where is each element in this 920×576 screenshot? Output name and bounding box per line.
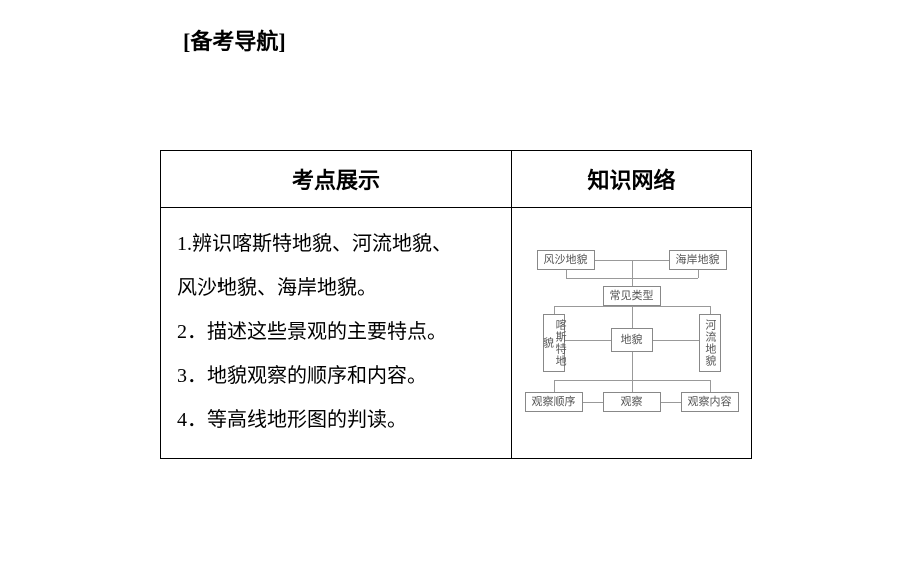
line bbox=[710, 380, 711, 392]
page-title: [备考导航] bbox=[183, 24, 286, 56]
point-4: 4．等高线地形图的判读。 bbox=[177, 398, 495, 442]
knowledge-diagram: 风沙地貌 海岸地貌 常见类型 喀斯特地貌 地貌 河流地貌 观察顺序 观察 观察内… bbox=[519, 240, 745, 426]
line bbox=[583, 402, 603, 403]
line bbox=[554, 380, 555, 392]
header-right: 知识网络 bbox=[512, 151, 752, 208]
line bbox=[653, 340, 699, 341]
line bbox=[632, 352, 633, 392]
point-1a: 1.辨识喀斯特地貌、河流地貌、 bbox=[177, 222, 495, 266]
node-fengsha: 风沙地貌 bbox=[537, 250, 595, 270]
points-cell: 1.辨识喀斯特地貌、河流地貌、 风沙地貌、海岸地貌。 2．描述这些景观的主要特点… bbox=[161, 208, 512, 459]
node-haian: 海岸地貌 bbox=[669, 250, 727, 270]
line bbox=[710, 306, 711, 314]
point-2: 2．描述这些景观的主要特点。 bbox=[177, 310, 495, 354]
line bbox=[566, 270, 567, 278]
point-3: 3．地貌观察的顺序和内容。 bbox=[177, 354, 495, 398]
line bbox=[632, 278, 698, 279]
node-kasite: 喀斯特地貌 bbox=[543, 314, 565, 372]
line bbox=[632, 306, 710, 307]
node-dimao: 地貌 bbox=[611, 328, 653, 352]
line bbox=[632, 306, 633, 328]
line bbox=[698, 270, 699, 278]
point-1b: 风沙地貌、海岸地貌。 bbox=[177, 266, 495, 310]
line bbox=[632, 380, 710, 381]
line bbox=[565, 340, 611, 341]
main-table: 考点展示 知识网络 1.辨识喀斯特地貌、河流地貌、 风沙地貌、海岸地貌。 2．描… bbox=[160, 150, 752, 459]
node-shunxu: 观察顺序 bbox=[525, 392, 583, 412]
header-left: 考点展示 bbox=[161, 151, 512, 208]
line bbox=[554, 306, 555, 314]
node-changjian: 常见类型 bbox=[603, 286, 661, 306]
line bbox=[632, 260, 633, 286]
line bbox=[554, 306, 632, 307]
node-heliu: 河流地貌 bbox=[699, 314, 721, 372]
line bbox=[554, 380, 632, 381]
line bbox=[566, 278, 632, 279]
node-neirong: 观察内容 bbox=[681, 392, 739, 412]
line bbox=[661, 402, 681, 403]
diagram-cell: 风沙地貌 海岸地貌 常见类型 喀斯特地貌 地貌 河流地貌 观察顺序 观察 观察内… bbox=[512, 208, 752, 459]
node-guancha: 观察 bbox=[603, 392, 661, 412]
